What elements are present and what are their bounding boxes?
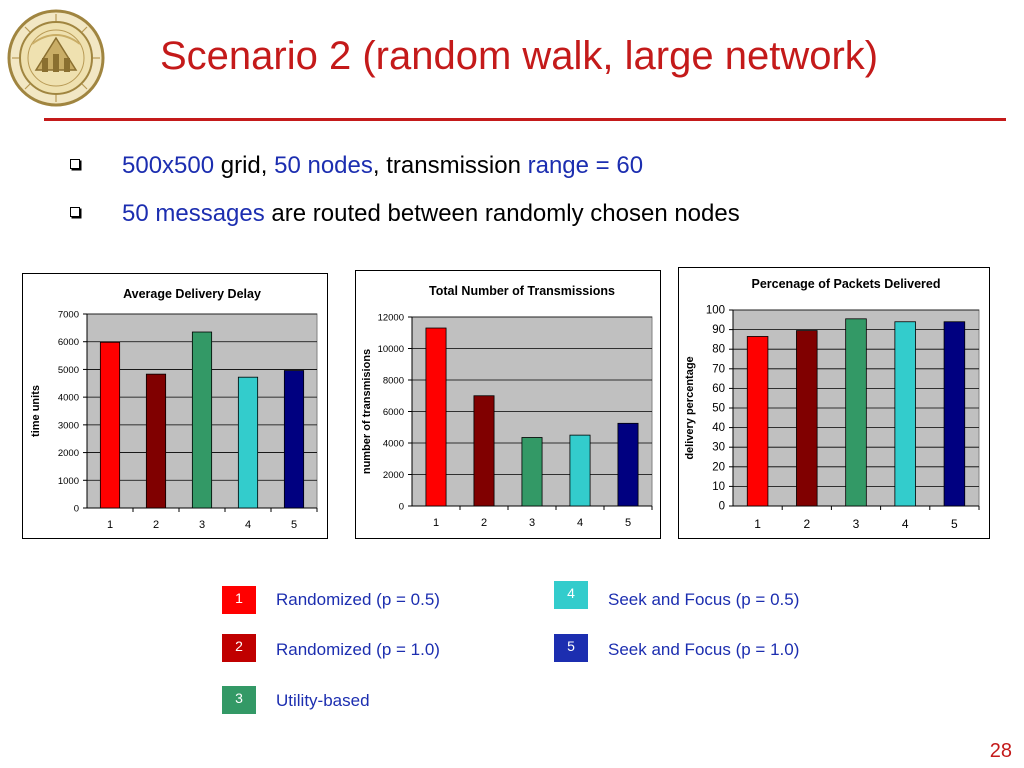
- chart-average-delivery-delay-svg: Average Delivery Delay 0 1000 2000 3000 4000 5…: [30, 287, 318, 531]
- chart3-title: Percenage of Packets Delivered: [752, 277, 941, 291]
- legend-label-5: Seek and Focus (p = 1.0): [608, 640, 800, 659]
- chart2-bar-5: [617, 422, 639, 507]
- chart1-bar-5: [283, 370, 305, 509]
- chart3-bar-1: [746, 336, 769, 507]
- legend-swatch-2: 2: [222, 634, 256, 662]
- chart1-xtick-label-3: 3: [199, 519, 205, 531]
- chart3-bar-4: [894, 321, 916, 507]
- chart3-bar-5: [943, 321, 966, 507]
- chart3-xtick-label-3: 3: [853, 517, 860, 531]
- legend-label-4: Seek and Focus (p = 0.5): [608, 590, 800, 609]
- chart-packets-delivered-svg: Percenage of Packets Delivered 0 10 20 30 40 5…: [684, 277, 980, 531]
- chart3-xtick-label-4: 4: [902, 517, 909, 531]
- bullet-1: 500x500 grid, 50 nodes, transmission ran…: [70, 152, 643, 180]
- chart3-ytick-label: 60: [712, 383, 725, 395]
- square-bullet-icon: [70, 206, 80, 217]
- bullet-1-part-4: , transmission: [372, 152, 528, 179]
- chart2-xtick-label-2: 2: [481, 517, 487, 529]
- chart3-ytick-label: 10: [712, 481, 725, 493]
- legend-label-1: Randomized (p = 0.5): [276, 590, 440, 609]
- chart3-ytick-label: 50: [712, 403, 725, 415]
- chart1-ytick-label: 5000: [58, 365, 79, 376]
- chart1-ytick-label: 6000: [58, 337, 79, 348]
- bullet-1-part-1: 500x500: [122, 152, 215, 179]
- page-number: 28: [989, 740, 1012, 762]
- university-seal-logo: [6, 8, 106, 108]
- bullet-1-part-3: 50 nodes: [274, 152, 373, 179]
- legend-swatch-3: 3: [222, 686, 256, 714]
- chart2-ytick-label: 8000: [383, 376, 404, 387]
- chart1-ylabel: time units: [30, 385, 42, 437]
- chart-total-transmissions-svg: Total Number of Transmissions 0 2000 4000 60…: [361, 284, 653, 529]
- chart1-xtick-label-1: 1: [107, 519, 113, 531]
- legend-label-2: Randomized (p = 1.0): [276, 640, 440, 659]
- chart1-ytick-label: 7000: [58, 310, 79, 321]
- chart3-ytick-label: 80: [712, 344, 725, 356]
- legend-swatch-4: 4: [554, 581, 588, 609]
- chart2-ytick-label: 12000: [378, 313, 404, 324]
- chart3-ytick-label: 20: [712, 461, 725, 473]
- chart-total-transmissions: Total Number of Transmissions 0 2000 4000 60…: [355, 270, 661, 539]
- chart1-xtick-label-4: 4: [245, 519, 251, 531]
- chart2-ytick-label: 6000: [383, 407, 404, 418]
- chart1-ytick-label: 4000: [58, 393, 79, 404]
- chart3-ytick-label: 70: [712, 363, 725, 375]
- bullet-1-part-2: grid,: [214, 152, 275, 179]
- chart3-ytick-label: 100: [706, 305, 725, 317]
- chart1-ytick-label: 2000: [58, 448, 79, 459]
- chart1-ytick-label: 3000: [58, 420, 79, 431]
- title-divider: [44, 118, 1006, 121]
- legend-swatch-5: 5: [554, 634, 588, 662]
- chart3-xtick-label-2: 2: [803, 517, 810, 531]
- chart2-ytick-label: 2000: [383, 470, 404, 481]
- chart2-title: Total Number of Transmissions: [429, 284, 615, 298]
- chart1-bar-3: [191, 331, 213, 509]
- chart2-bar-2: [473, 395, 495, 507]
- chart3-ylabel: delivery percentage: [684, 356, 696, 459]
- chart2-xtick-label-1: 1: [433, 517, 439, 529]
- chart3-ytick-label: 40: [712, 422, 725, 434]
- chart3-ytick-label: 30: [712, 442, 725, 454]
- chart1-bar-4: [237, 376, 259, 509]
- chart3-xtick-label-5: 5: [951, 517, 958, 531]
- chart2-ytick-label: 0: [399, 502, 404, 513]
- bullet-2-part-1: 50 messages: [122, 200, 265, 227]
- chart3-bar-3: [845, 318, 867, 507]
- chart2-xtick-label-5: 5: [625, 517, 631, 529]
- chart2-bar-4: [569, 434, 591, 507]
- chart1-ytick-label: 0: [74, 504, 79, 515]
- chart2-xtick-label-3: 3: [529, 517, 535, 529]
- chart1-title: Average Delivery Delay: [123, 287, 261, 301]
- chart2-ylabel: number of transmisions: [361, 349, 373, 474]
- chart1-xtick-label-5: 5: [291, 519, 297, 531]
- chart3-xtick-label-1: 1: [754, 517, 761, 531]
- slide-title: Scenario 2 (random walk, large network): [160, 34, 879, 78]
- chart3-ytick-label: 90: [712, 324, 725, 336]
- square-bullet-icon: [70, 158, 80, 169]
- legend-swatch-1: 1: [222, 586, 256, 614]
- chart2-bar-1: [425, 327, 447, 507]
- bullet-2-part-2: are routed between randomly chosen nodes: [264, 200, 740, 227]
- chart2-ytick-label: 10000: [378, 344, 404, 355]
- bullet-1-part-5: range = 60: [527, 152, 644, 179]
- chart2-xtick-label-4: 4: [577, 517, 583, 529]
- chart1-ytick-label: 1000: [58, 476, 79, 487]
- bullet-2: 50 messages are routed between randomly …: [70, 200, 740, 228]
- chart-average-delivery-delay: Average Delivery Delay 0 1000 2000 3000 4000 5…: [22, 273, 328, 539]
- chart1-xtick-label-2: 2: [153, 519, 159, 531]
- chart3-ytick-label: 0: [719, 501, 725, 513]
- chart1-bar-1: [99, 341, 121, 509]
- chart-packets-delivered: Percenage of Packets Delivered 0 10 20 30 40 5…: [678, 267, 990, 539]
- chart2-bar-3: [521, 437, 543, 507]
- chart2-ytick-label: 4000: [383, 439, 404, 450]
- legend-label-3: Utility-based: [276, 691, 370, 710]
- chart1-bar-2: [145, 373, 167, 509]
- chart3-bar-2: [796, 330, 818, 507]
